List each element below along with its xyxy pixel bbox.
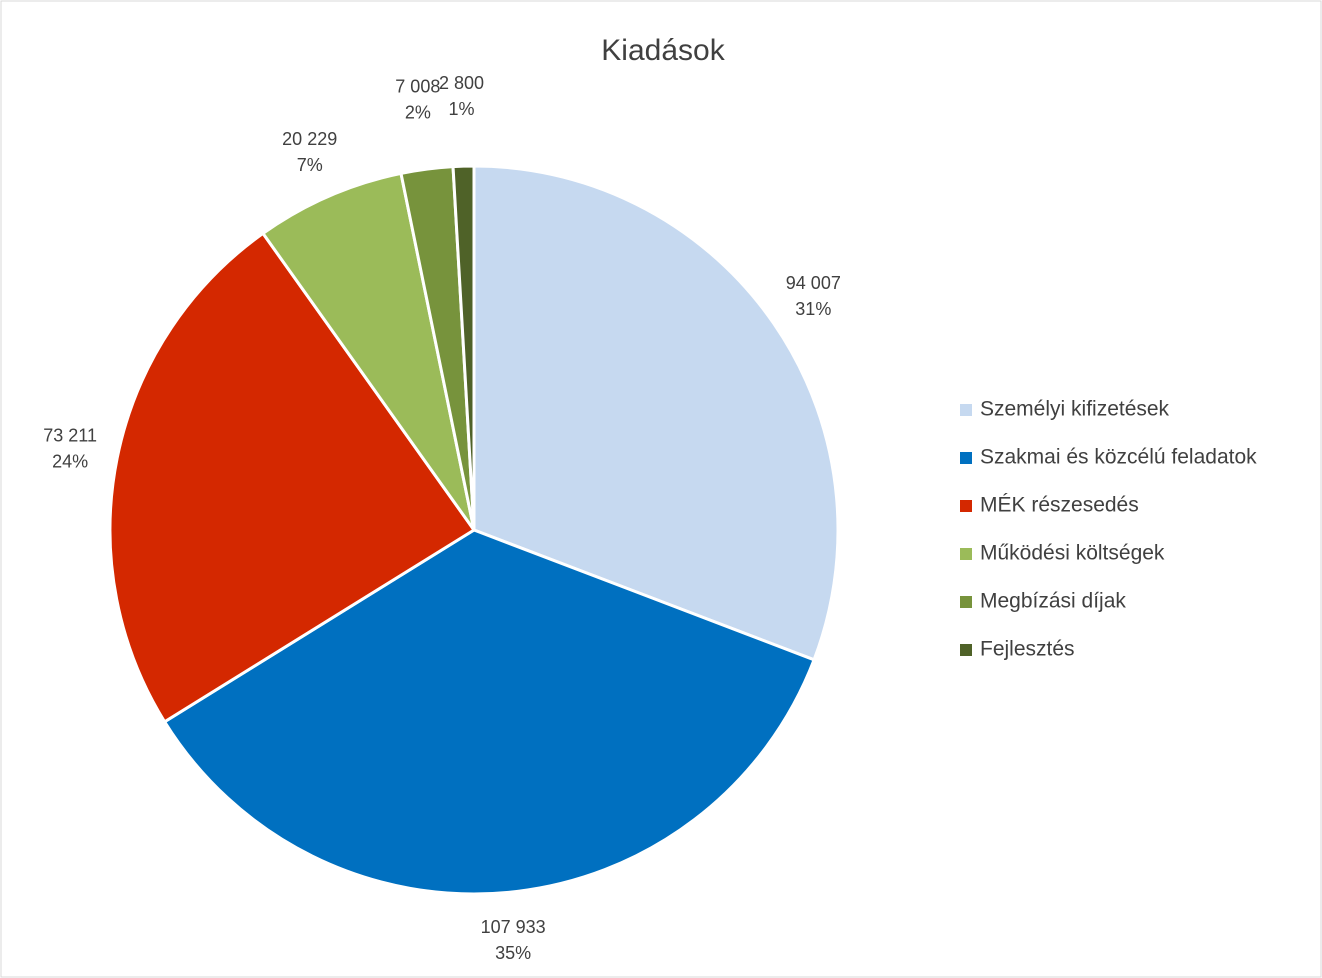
- chart-title: Kiadások: [601, 34, 725, 67]
- legend-label: Fejlesztés: [980, 638, 1075, 661]
- data-label-percent: 1%: [448, 99, 474, 119]
- data-label-percent: 24%: [52, 451, 88, 471]
- legend-swatch: [960, 644, 972, 656]
- pie-slice: [260, 171, 476, 531]
- legend-label: MÉK részesedés: [980, 494, 1139, 517]
- data-label-value: 94 007: [786, 273, 841, 293]
- legend-swatch: [960, 596, 972, 608]
- data-label-value: 73 211: [43, 425, 97, 445]
- legend-label: Személyi kifizetések: [980, 398, 1170, 421]
- pie-slice: [108, 231, 477, 724]
- data-label-percent: 7%: [297, 155, 323, 175]
- data-label-percent: 31%: [795, 299, 831, 319]
- legend-swatch: [960, 404, 972, 416]
- data-label-percent: 35%: [495, 943, 531, 963]
- data-label-value: 107 933: [481, 917, 546, 937]
- legend-label: Működési költségek: [980, 542, 1165, 565]
- pie-slice: [472, 164, 840, 662]
- legend-label: Szakmai és közcélú feladatok: [980, 446, 1257, 469]
- data-label-value: 7 008: [395, 76, 440, 96]
- legend-label: Megbízási díjak: [980, 590, 1126, 613]
- data-label-percent: 2%: [405, 102, 431, 122]
- pie-slice: [162, 528, 817, 896]
- pie-slice: [451, 164, 476, 531]
- legend-swatch: [960, 548, 972, 560]
- data-label-value: 20 229: [282, 129, 337, 149]
- legend-swatch: [960, 500, 972, 512]
- data-label-value: 2 800: [439, 73, 484, 93]
- legend-swatch: [960, 452, 972, 464]
